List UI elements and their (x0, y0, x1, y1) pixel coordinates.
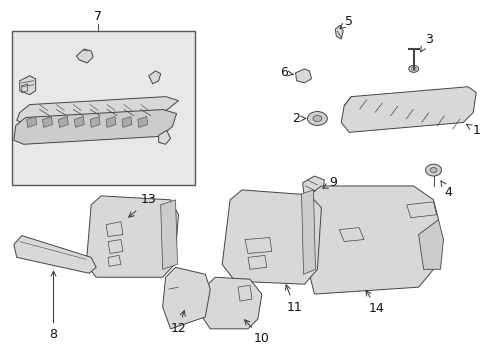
Polygon shape (295, 69, 311, 83)
Polygon shape (161, 200, 177, 269)
Text: 8: 8 (49, 271, 58, 341)
Text: 2: 2 (291, 112, 305, 125)
Text: 11: 11 (285, 285, 302, 314)
Text: 14: 14 (366, 291, 384, 315)
Polygon shape (335, 25, 343, 39)
Polygon shape (138, 117, 147, 127)
Polygon shape (14, 235, 96, 273)
Ellipse shape (429, 168, 436, 172)
Polygon shape (86, 196, 178, 277)
Text: 3: 3 (420, 33, 431, 52)
Ellipse shape (307, 112, 326, 125)
Text: 10: 10 (244, 320, 269, 345)
Text: 7: 7 (94, 10, 102, 23)
Polygon shape (158, 130, 170, 144)
Bar (12, 31, 195, 185)
Polygon shape (59, 117, 68, 127)
Polygon shape (27, 117, 37, 127)
Polygon shape (14, 109, 176, 144)
Polygon shape (222, 190, 321, 284)
Polygon shape (106, 117, 116, 127)
Polygon shape (42, 117, 52, 127)
Polygon shape (20, 76, 36, 95)
Ellipse shape (408, 66, 418, 72)
Polygon shape (122, 117, 132, 127)
Polygon shape (304, 186, 438, 294)
Text: 9: 9 (322, 176, 337, 189)
Polygon shape (90, 117, 100, 127)
Ellipse shape (301, 74, 307, 79)
Polygon shape (301, 190, 315, 274)
Text: 4: 4 (440, 181, 451, 199)
Polygon shape (17, 96, 178, 125)
Text: 12: 12 (170, 311, 186, 336)
Polygon shape (302, 176, 324, 200)
Polygon shape (341, 87, 475, 132)
Polygon shape (200, 277, 262, 329)
Polygon shape (148, 71, 161, 84)
Text: 6: 6 (279, 66, 293, 79)
Ellipse shape (425, 164, 441, 176)
Polygon shape (163, 267, 210, 329)
Ellipse shape (312, 116, 321, 121)
Text: 5: 5 (339, 15, 352, 28)
Text: 1: 1 (466, 124, 479, 137)
Polygon shape (418, 220, 443, 269)
Polygon shape (74, 117, 84, 127)
Polygon shape (76, 49, 93, 63)
Text: 13: 13 (128, 193, 156, 217)
